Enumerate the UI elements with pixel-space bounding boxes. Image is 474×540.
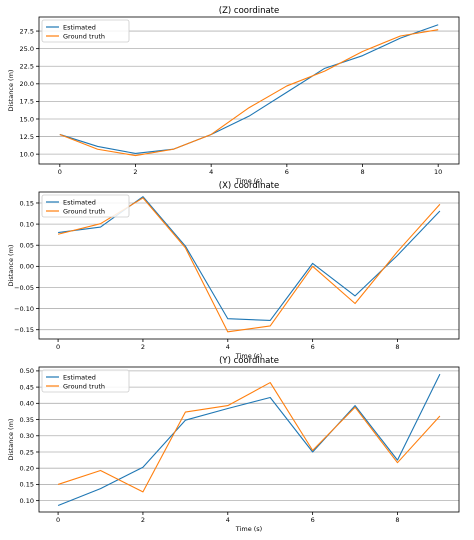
legend-box <box>41 19 130 43</box>
series-line-estimated <box>59 24 439 154</box>
y-tick-label: 0.45 <box>20 383 34 391</box>
y-tick-label: 22.5 <box>20 63 34 71</box>
x-axis-label: Time (s) <box>235 525 262 533</box>
chart-1: 0 2 4 6 8 −0.15 −0.10 −0.05 0.00 0.05 0.10 0.15 (X) … <box>7 181 460 360</box>
series-line-ground-truth <box>57 382 441 493</box>
x-axis-label: Time (s) <box>235 352 262 360</box>
series-line-ground-truth <box>57 197 441 333</box>
chart-title: (Y) coordinate <box>219 356 279 366</box>
series-line-ground-truth <box>59 29 439 157</box>
axes-frame <box>38 16 460 165</box>
y-tick-label: 0.05 <box>20 242 34 250</box>
y-tick-label: 0.10 <box>20 220 34 228</box>
chart-2: 0 2 4 6 8 0.10 0.15 0.20 0.25 0.30 0.35 0.40 0.45 0.5… <box>7 356 460 533</box>
x-tick-label: 4 <box>209 168 213 176</box>
x-tick-label: 8 <box>395 516 399 524</box>
x-axis-label: Time (s) <box>235 177 262 185</box>
y-tick-label: 0.20 <box>20 465 34 473</box>
legend-label: Ground truth <box>63 207 105 215</box>
series-line-estimated <box>57 373 441 507</box>
y-tick-label: 0.00 <box>20 263 34 271</box>
y-tick-label: 0.30 <box>20 432 34 440</box>
y-tick-label: 0.25 <box>20 448 34 456</box>
y-tick-label: −0.10 <box>14 305 34 313</box>
x-tick-label: 6 <box>311 343 315 351</box>
y-tick-label: −0.05 <box>14 284 34 292</box>
axes-frame <box>38 366 460 513</box>
y-tick-label: 17.5 <box>20 98 34 106</box>
y-tick-label: 12.5 <box>20 133 34 141</box>
legend-label: Estimated <box>63 23 96 31</box>
legend-label: Estimated <box>63 373 96 381</box>
y-axis-label: Distance (m) <box>7 70 15 112</box>
x-tick-label: 2 <box>141 516 145 524</box>
chart-title: (X) coordinate <box>219 181 280 191</box>
y-tick-label: 0.10 <box>20 497 34 505</box>
y-tick-label: 0.50 <box>20 367 34 375</box>
x-tick-label: 8 <box>360 168 364 176</box>
y-tick-label: 0.15 <box>20 481 34 489</box>
chart-0: 0 2 4 6 8 10 10.0 12.5 15.0 17.5 20.0 22.5 25.0 27.5 (… <box>7 6 460 185</box>
y-tick-label: −0.15 <box>14 326 34 334</box>
y-axis-label: Distance (m) <box>7 245 15 287</box>
legend-label: Ground truth <box>63 382 105 390</box>
chart-title: (Z) coordinate <box>219 6 280 16</box>
legend-label: Estimated <box>63 198 96 206</box>
x-tick-label: 6 <box>285 168 289 176</box>
legend-box <box>41 369 130 393</box>
x-tick-label: 2 <box>141 343 145 351</box>
x-tick-label: 10 <box>434 168 442 176</box>
y-tick-label: 15.0 <box>20 115 34 123</box>
x-tick-label: 8 <box>395 343 399 351</box>
x-tick-label: 6 <box>311 516 315 524</box>
y-tick-label: 0.40 <box>20 400 34 408</box>
y-tick-label: 10.0 <box>20 150 34 158</box>
y-tick-label: 20.0 <box>20 80 34 88</box>
x-tick-label: 0 <box>56 343 60 351</box>
y-tick-label: 25.0 <box>20 45 34 53</box>
y-axis-label: Distance (m) <box>7 419 15 461</box>
axes-frame <box>38 191 460 340</box>
legend-label: Ground truth <box>63 32 105 40</box>
x-tick-label: 2 <box>133 168 137 176</box>
x-tick-label: 4 <box>226 516 230 524</box>
y-tick-label: 0.15 <box>20 199 34 207</box>
y-tick-label: 27.5 <box>20 27 34 35</box>
x-tick-label: 0 <box>58 168 62 176</box>
x-tick-label: 0 <box>56 516 60 524</box>
legend-box <box>41 194 130 218</box>
x-tick-label: 4 <box>226 343 230 351</box>
y-tick-label: 0.35 <box>20 416 34 424</box>
